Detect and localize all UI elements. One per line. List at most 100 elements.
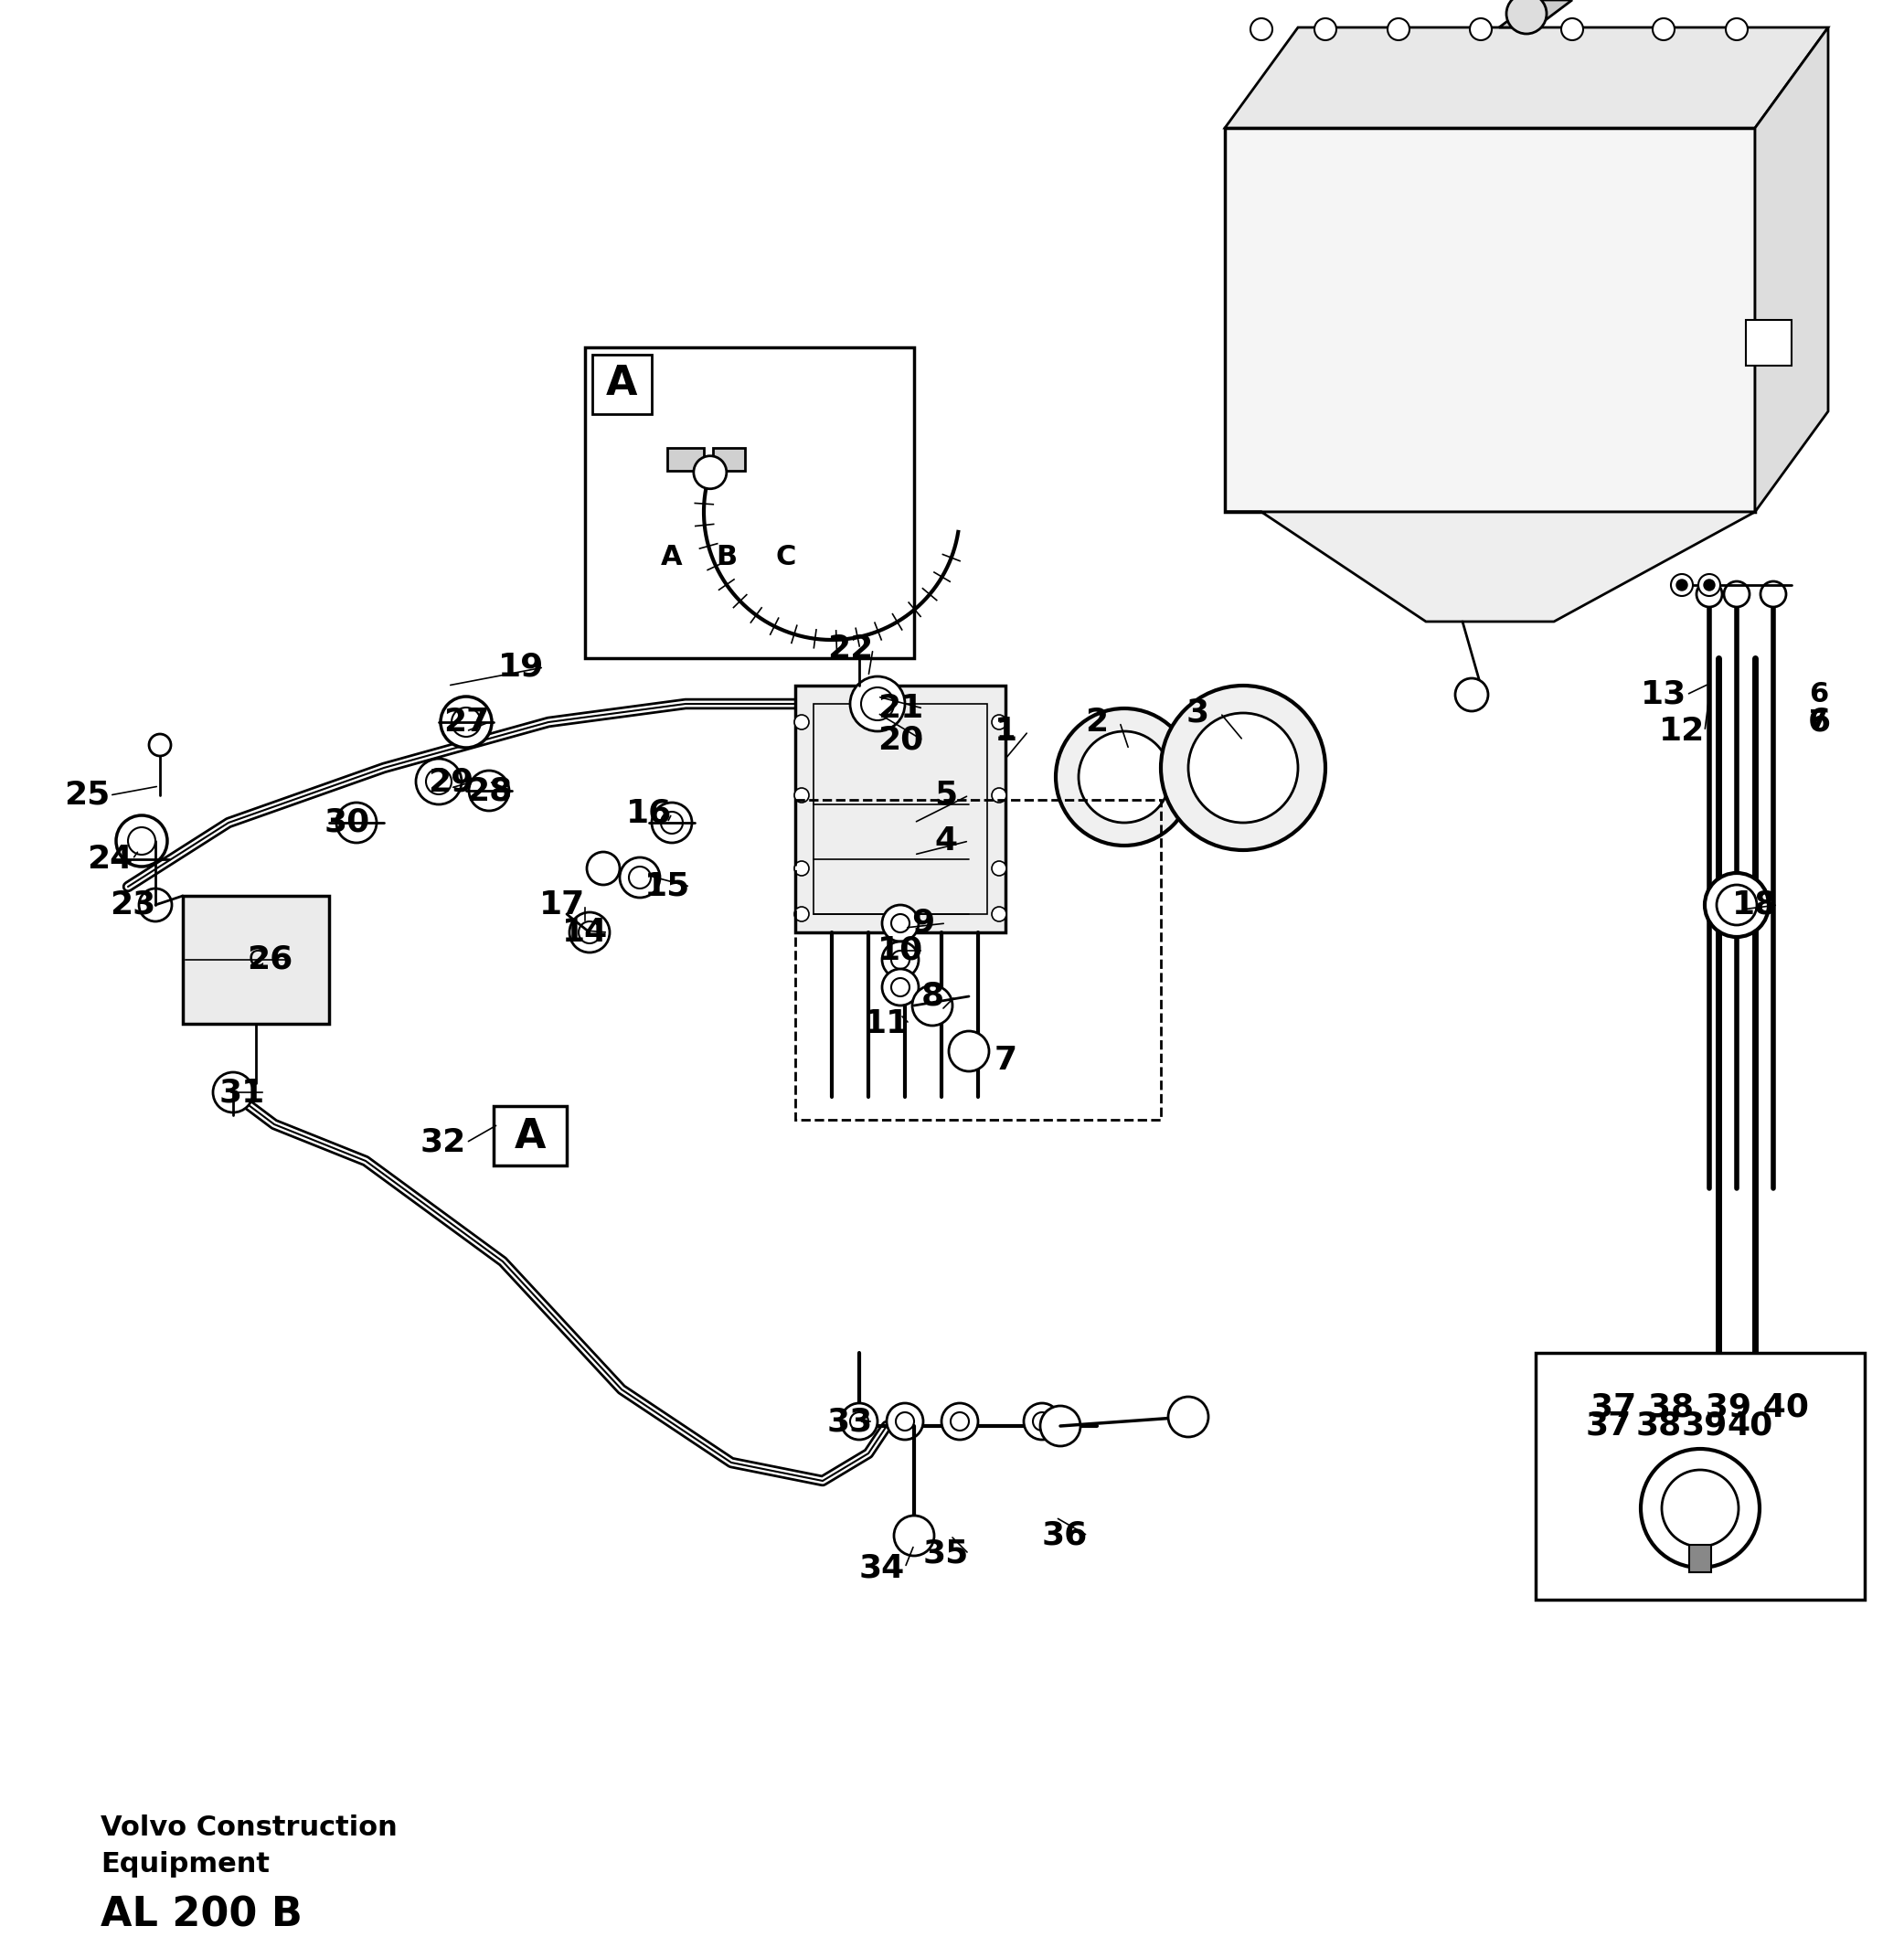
Text: 3: 3	[1186, 697, 1209, 728]
Bar	[796, 799, 1161, 1120]
Text: 11: 11	[864, 1008, 910, 1040]
Circle shape	[847, 623, 872, 648]
Circle shape	[948, 1032, 988, 1071]
Circle shape	[415, 758, 461, 805]
Text: 13: 13	[1641, 679, 1687, 711]
Circle shape	[912, 985, 952, 1026]
Circle shape	[116, 815, 168, 867]
Bar	[813, 703, 986, 914]
Bar	[1537, 1353, 1864, 1600]
Circle shape	[1723, 582, 1750, 607]
Bar	[585, 347, 914, 658]
Circle shape	[440, 697, 491, 748]
Circle shape	[849, 676, 904, 730]
Circle shape	[1662, 1470, 1738, 1547]
Circle shape	[1761, 582, 1786, 607]
Circle shape	[1055, 709, 1194, 846]
Text: 18: 18	[1733, 889, 1778, 920]
Text: 14: 14	[562, 916, 607, 948]
Circle shape	[950, 1412, 969, 1431]
Circle shape	[1251, 18, 1272, 41]
Bar	[712, 448, 744, 470]
Bar	[666, 448, 704, 470]
Circle shape	[891, 979, 910, 997]
Circle shape	[128, 828, 156, 856]
Text: 6: 6	[1807, 707, 1830, 738]
Circle shape	[1169, 1396, 1209, 1437]
Text: 10: 10	[878, 936, 923, 965]
Text: 23: 23	[110, 889, 156, 920]
Bar	[1224, 127, 1755, 511]
Text: 5: 5	[935, 779, 958, 811]
Circle shape	[992, 907, 1007, 922]
Text: 9: 9	[912, 909, 935, 938]
Circle shape	[849, 1412, 868, 1431]
Text: 36: 36	[1041, 1519, 1087, 1551]
Bar	[183, 897, 329, 1024]
Circle shape	[992, 862, 1007, 875]
Circle shape	[579, 922, 600, 944]
Circle shape	[992, 715, 1007, 730]
Text: 19: 19	[499, 652, 545, 683]
Circle shape	[337, 803, 377, 842]
Circle shape	[1032, 1412, 1051, 1431]
Circle shape	[1698, 574, 1721, 595]
Circle shape	[891, 914, 910, 932]
Circle shape	[1455, 677, 1489, 711]
Bar	[796, 685, 1005, 932]
Text: 1: 1	[994, 717, 1017, 746]
Text: 4: 4	[935, 826, 958, 856]
Text: C: C	[775, 544, 796, 572]
Circle shape	[1676, 580, 1687, 591]
Circle shape	[1704, 873, 1769, 938]
Circle shape	[1653, 18, 1676, 41]
Text: 35: 35	[923, 1539, 969, 1570]
Circle shape	[891, 952, 910, 969]
Circle shape	[882, 969, 918, 1006]
Text: 1: 1	[996, 719, 1015, 744]
Polygon shape	[1224, 511, 1755, 621]
Text: 12: 12	[1658, 717, 1704, 746]
Bar	[493, 1106, 567, 1165]
Circle shape	[661, 813, 684, 834]
Circle shape	[1704, 580, 1716, 591]
Text: 8: 8	[922, 981, 944, 1012]
Circle shape	[1040, 1406, 1080, 1447]
Text: 30: 30	[324, 807, 369, 838]
Circle shape	[1696, 582, 1721, 607]
Circle shape	[1388, 18, 1409, 41]
Circle shape	[139, 889, 171, 922]
Circle shape	[1561, 18, 1582, 41]
Circle shape	[794, 907, 809, 922]
Text: 15: 15	[644, 871, 691, 903]
Circle shape	[794, 715, 809, 730]
Text: 17: 17	[539, 889, 585, 920]
Circle shape	[1161, 685, 1325, 850]
Text: 38: 38	[1636, 1410, 1681, 1441]
Circle shape	[842, 1404, 878, 1439]
Circle shape	[628, 867, 651, 889]
Circle shape	[882, 905, 918, 942]
Polygon shape	[1224, 27, 1828, 127]
Circle shape	[882, 942, 918, 979]
Text: 16: 16	[626, 799, 672, 828]
Circle shape	[1314, 18, 1337, 41]
Circle shape	[1024, 1404, 1061, 1439]
Circle shape	[693, 456, 727, 490]
Text: 25: 25	[65, 779, 110, 811]
Circle shape	[1188, 713, 1299, 822]
Text: 37 38 39 40: 37 38 39 40	[1592, 1392, 1809, 1423]
Text: 21: 21	[878, 693, 923, 724]
Circle shape	[426, 769, 451, 795]
Circle shape	[149, 734, 171, 756]
Text: 6: 6	[1809, 681, 1828, 709]
Circle shape	[1672, 574, 1693, 595]
Text: 26: 26	[248, 944, 293, 975]
Text: 22: 22	[826, 634, 874, 664]
Circle shape	[586, 852, 619, 885]
Text: 20: 20	[878, 724, 923, 756]
Circle shape	[451, 707, 482, 736]
Polygon shape	[1755, 27, 1828, 511]
Circle shape	[1725, 18, 1748, 41]
Text: 39: 39	[1681, 1410, 1727, 1441]
